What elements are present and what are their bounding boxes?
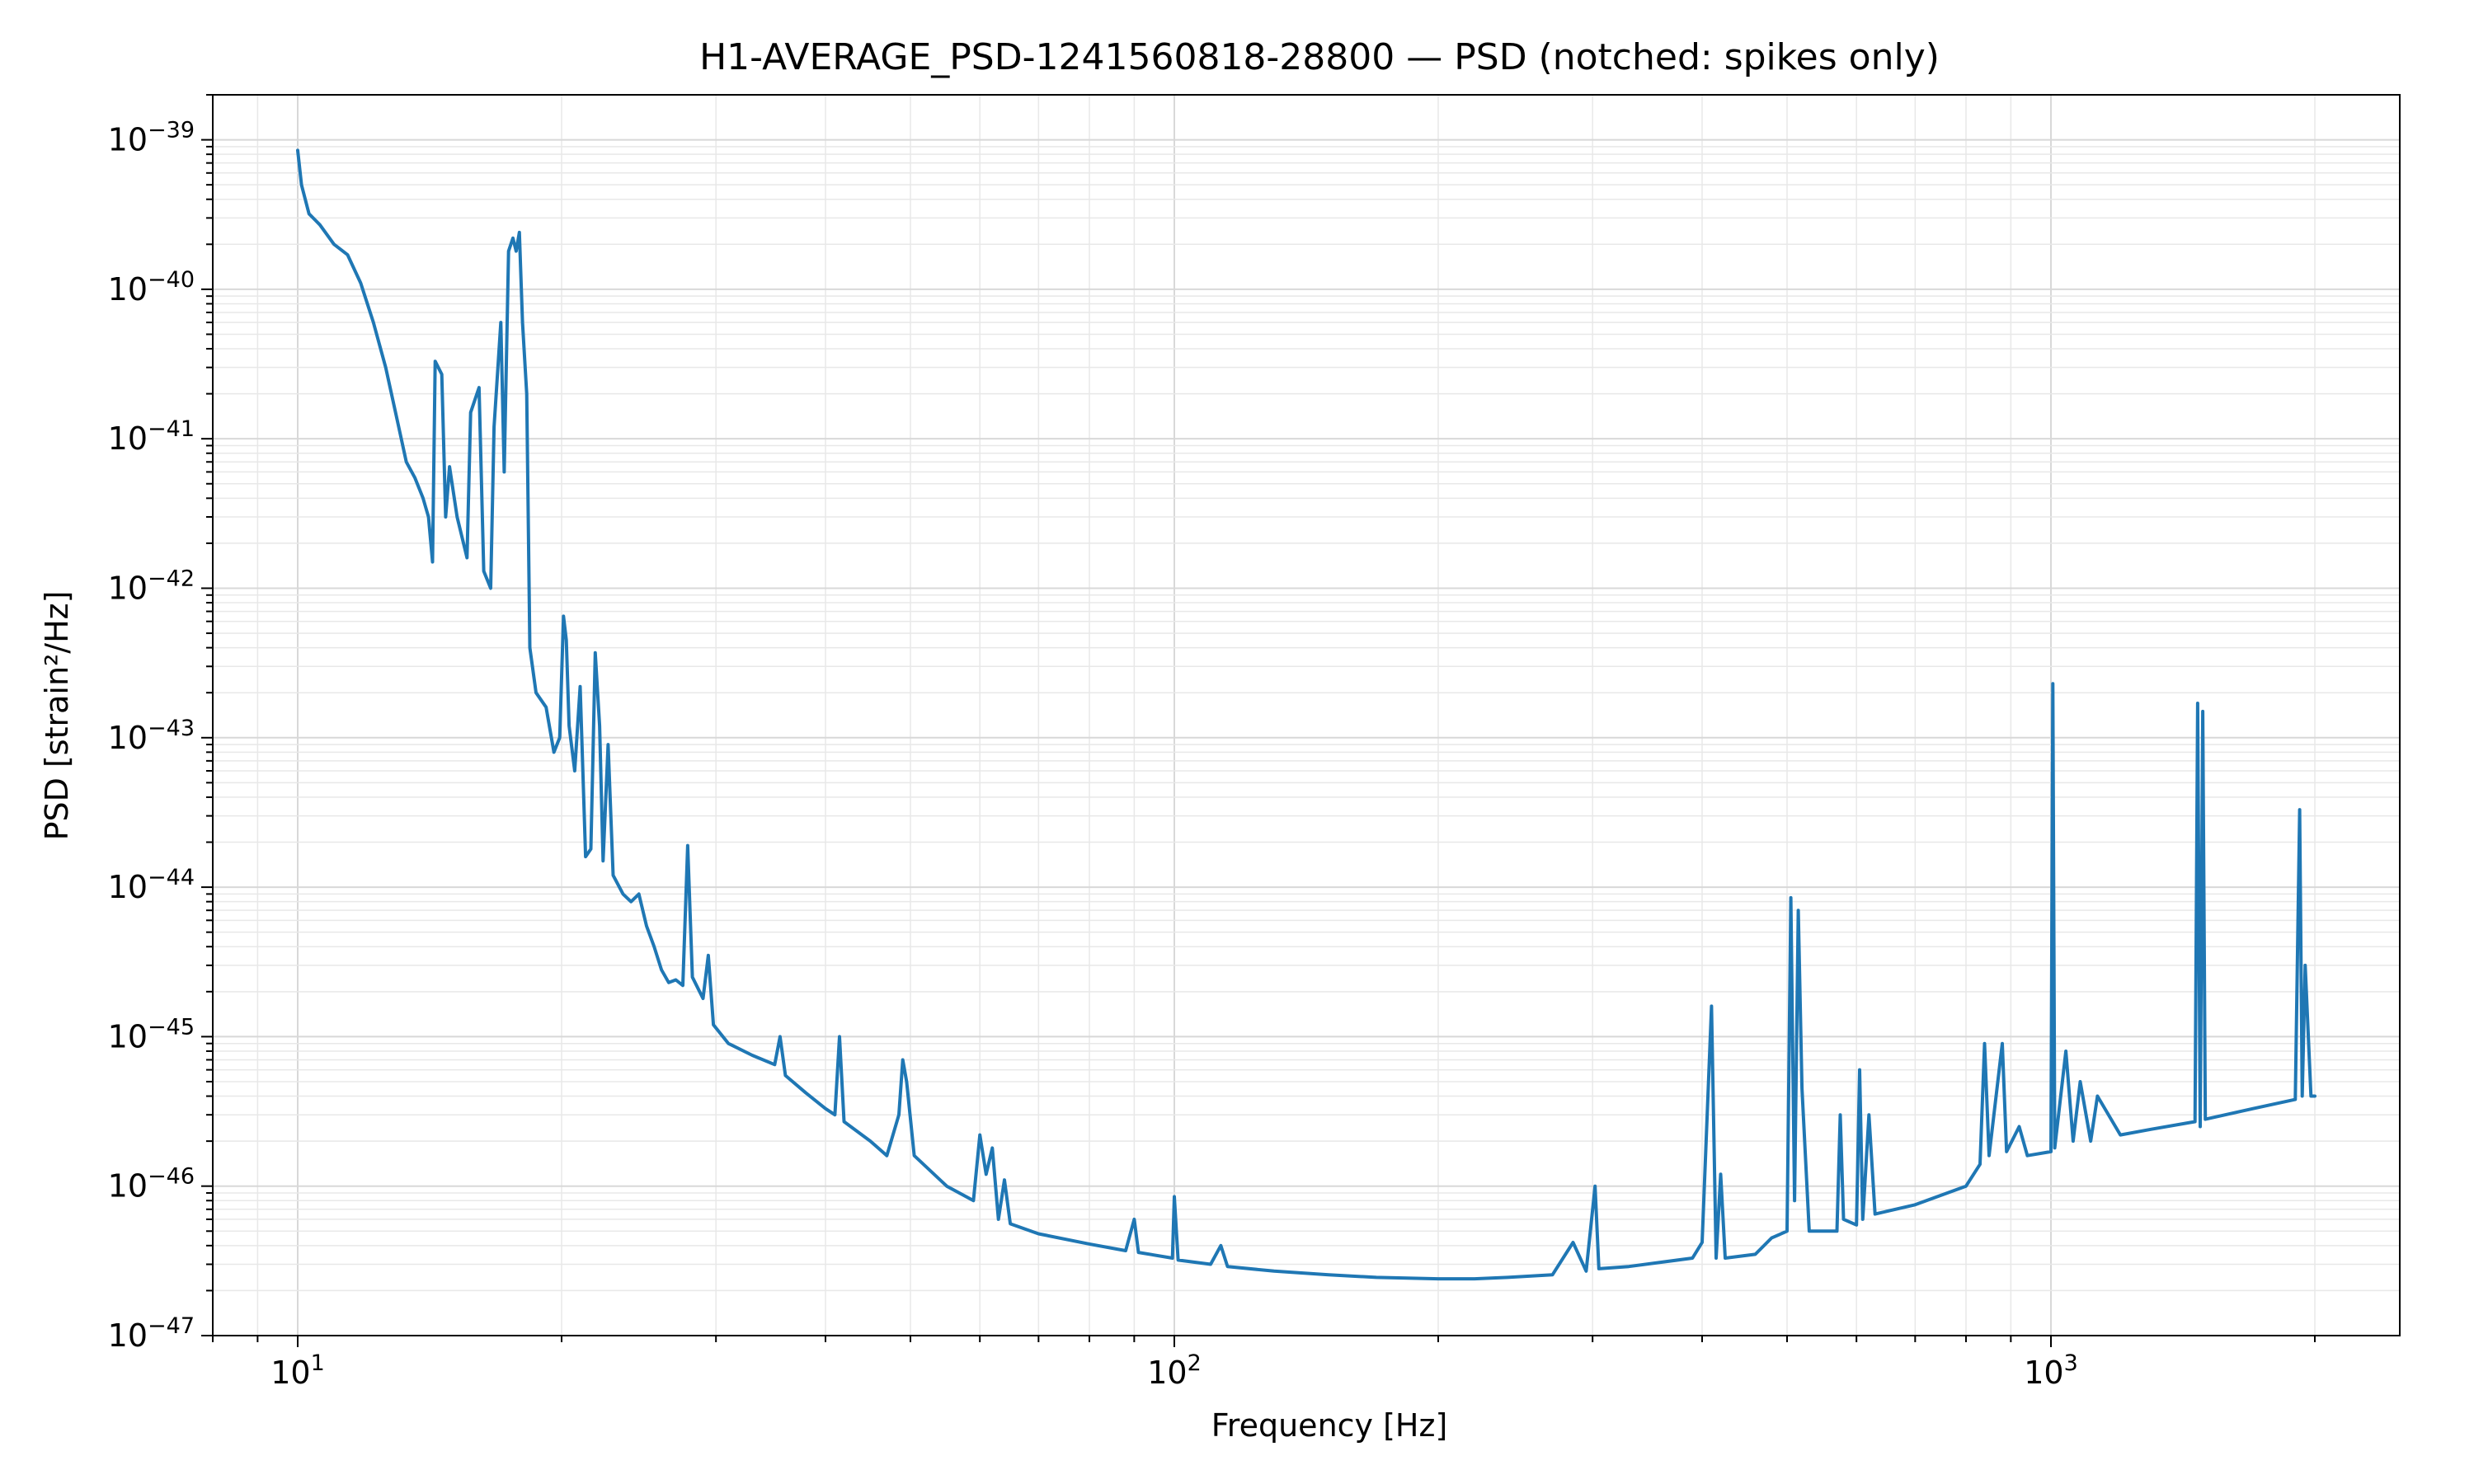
plot-frame	[212, 94, 2401, 1336]
plot-area	[296, 148, 2316, 1281]
y-tick-label: 10−46	[108, 1164, 195, 1205]
psd-series-line	[296, 148, 2316, 1281]
x-tick-label: 101	[270, 1350, 325, 1391]
y-tick-label: 10−39	[108, 118, 195, 158]
y-tick-label: 10−40	[108, 267, 195, 308]
axis-ticks: 101 102 103 10−39 10−40 10−41 10−42 10−43 10−44 1…	[108, 94, 2316, 1391]
chart-title: H1-AVERAGE_PSD-1241560818-28800 — PSD (n…	[699, 36, 1940, 78]
y-tick-label: 10−41	[108, 416, 195, 457]
x-tick-label: 102	[1147, 1350, 1202, 1391]
x-tick-label: 103	[2024, 1350, 2078, 1391]
y-tick-label: 10−43	[108, 716, 195, 756]
y-tick-label: 10−42	[108, 566, 195, 606]
x-axis-label: Frequency [Hz]	[1211, 1407, 1448, 1444]
y-tick-label: 10−47	[108, 1313, 195, 1354]
y-tick-label: 10−45	[108, 1014, 195, 1054]
y-tick-label: 10−44	[108, 865, 195, 905]
y-axis-label: PSD [strain²/Hz]	[39, 591, 75, 841]
